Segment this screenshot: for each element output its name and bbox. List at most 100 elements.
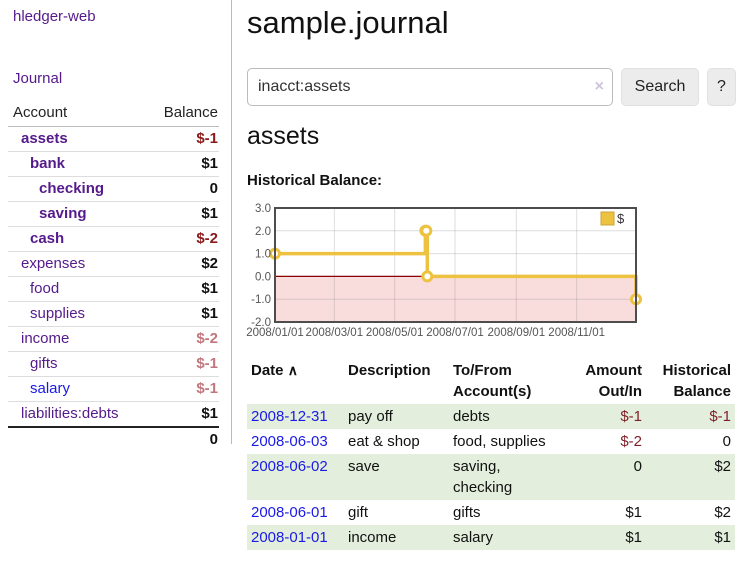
transaction-date-link[interactable]: 2008-06-01 <box>251 504 328 521</box>
account-name-cell: supplies <box>8 301 145 327</box>
register-row: 2008-06-02 save saving, checking 0 $2 <box>247 454 735 500</box>
account-balance: $-2 <box>144 226 219 252</box>
account-row: checking 0 <box>8 176 219 202</box>
sidebar-account-link[interactable]: assets <box>21 130 68 147</box>
sidebar-account-link[interactable]: supplies <box>30 305 86 322</box>
register-accounts: debts <box>453 408 490 425</box>
chart-point <box>420 224 433 237</box>
search-input[interactable] <box>247 68 613 106</box>
sidebar-account-link[interactable]: food <box>30 280 60 297</box>
register-date-cell: 2008-06-03 <box>247 429 344 454</box>
search-button[interactable]: Search <box>621 68 699 106</box>
register-accounts: gifts <box>453 504 481 521</box>
account-balance: $1 <box>144 151 219 177</box>
register-amount: $1 <box>625 504 642 521</box>
chart-point <box>421 270 434 283</box>
account-heading: assets <box>247 122 320 150</box>
sort-asc-icon: ∧ <box>287 362 298 378</box>
sidebar: hledger-web Journal Account Balance asse… <box>0 0 232 452</box>
sidebar-account-link[interactable]: salary <box>30 380 71 397</box>
register-table: Date ∧ Description To/From Account(s) Am… <box>247 358 735 550</box>
chart-x-tick-label: 2008/03/01 <box>306 327 364 339</box>
accounts-total-balance: 0 <box>144 426 219 452</box>
clear-search-icon[interactable]: × <box>594 78 604 95</box>
account-name-cell: checking <box>8 176 145 202</box>
page-title: sample.journal <box>247 5 449 40</box>
register-table-body: 2008-12-31 pay off debts $-1 $-1 2008-06-03 ea… <box>247 404 735 550</box>
register-date-cell: 2008-01-01 <box>247 525 344 550</box>
account-balance: $2 <box>144 251 219 277</box>
sidebar-account-link[interactable]: expenses <box>21 255 86 272</box>
transaction-date-link[interactable]: 2008-06-02 <box>251 458 328 475</box>
chart-x-tick-label: 2008/09/01 <box>488 327 546 339</box>
sidebar-account-link[interactable]: cash <box>30 230 65 247</box>
account-balance: 0 <box>144 176 219 202</box>
chart-y-tick-label: -1.0 <box>251 294 271 306</box>
account-name-cell: cash <box>8 226 145 252</box>
help-button[interactable]: ? <box>707 68 736 106</box>
register-description: pay off <box>348 408 393 425</box>
account-row: bank $1 <box>8 151 219 177</box>
account-row: liabilities:debts $1 <box>8 401 219 427</box>
account-name-cell: liabilities:debts <box>8 401 145 427</box>
register-date-cell: 2008-06-02 <box>247 454 344 500</box>
accounts-total-spacer <box>8 426 145 452</box>
account-balance: $1 <box>144 301 219 327</box>
account-balance: $1 <box>144 401 219 427</box>
account-balance: $-2 <box>144 326 219 352</box>
account-name-cell: income <box>8 326 145 352</box>
register-row: 2008-12-31 pay off debts $-1 $-1 <box>247 404 735 429</box>
register-header-row: Date ∧ Description To/From Account(s) Am… <box>247 358 735 404</box>
sidebar-account-link[interactable]: checking <box>39 180 105 197</box>
chart-y-tick-label: 2.0 <box>255 226 271 238</box>
register-balance: $2 <box>714 504 731 521</box>
register-date-cell: 2008-06-01 <box>247 500 344 525</box>
register-amount: 0 <box>633 458 642 475</box>
register-row: 2008-06-03 eat & shop food, supplies $-2 0 <box>247 429 735 454</box>
account-row: assets $-1 <box>8 127 219 152</box>
transaction-date-link[interactable]: 2008-12-31 <box>251 408 328 425</box>
transaction-date-link[interactable]: 2008-06-03 <box>251 433 328 450</box>
account-name-cell: saving <box>8 201 145 227</box>
register-balance: $1 <box>714 529 731 546</box>
register-col-balance: Historical Balance <box>662 362 731 400</box>
register-balance: $2 <box>714 458 731 475</box>
account-name-cell: gifts <box>8 351 145 377</box>
sidebar-account-link[interactable]: liabilities:debts <box>21 405 119 422</box>
register-amount: $1 <box>625 529 642 546</box>
account-balance: $1 <box>144 276 219 302</box>
account-name-cell: bank <box>8 151 145 177</box>
register-accounts: salary <box>453 529 494 546</box>
account-balance: $1 <box>144 201 219 227</box>
chart-title: Historical Balance: <box>247 172 383 189</box>
register-description: save <box>348 458 380 475</box>
sidebar-account-link[interactable]: income <box>21 330 70 347</box>
search-form: × Search ? <box>247 68 736 106</box>
account-row: saving $1 <box>8 201 219 227</box>
sidebar-account-link[interactable]: bank <box>30 155 66 172</box>
register-description: eat & shop <box>348 433 420 450</box>
register-row: 2008-01-01 income salary $1 $1 <box>247 525 735 550</box>
register-col-date[interactable]: Date ∧ <box>247 358 344 404</box>
accounts-col-balance: Balance <box>144 102 219 127</box>
account-row: cash $-2 <box>8 226 219 252</box>
account-balance: $-1 <box>144 376 219 402</box>
register-amount: $-1 <box>620 408 642 425</box>
register-col-date-label: Date <box>251 362 284 379</box>
register-description: income <box>348 529 397 546</box>
brand-link[interactable]: hledger-web <box>13 8 96 25</box>
chart-y-tick-label: 1.0 <box>255 249 271 261</box>
transaction-date-link[interactable]: 2008-01-01 <box>251 529 328 546</box>
sidebar-item-journal[interactable]: Journal <box>13 70 63 87</box>
sidebar-account-link[interactable]: saving <box>39 205 87 222</box>
accounts-table: Account Balance assets $-1 bank $1 checking 0… <box>8 102 219 452</box>
chart-x-tick-label: 2008/05/01 <box>366 327 424 339</box>
register-col-accounts: To/From Account(s) <box>453 362 532 400</box>
account-name-cell: food <box>8 276 145 302</box>
accounts-table-body: assets $-1 bank $1 checking 0 saving $1 cash $-2 e… <box>8 127 219 427</box>
register-balance: $-1 <box>709 408 731 425</box>
search-input-wrap: × <box>247 68 613 106</box>
register-date-cell: 2008-12-31 <box>247 404 344 429</box>
sidebar-account-link[interactable]: gifts <box>30 355 58 372</box>
